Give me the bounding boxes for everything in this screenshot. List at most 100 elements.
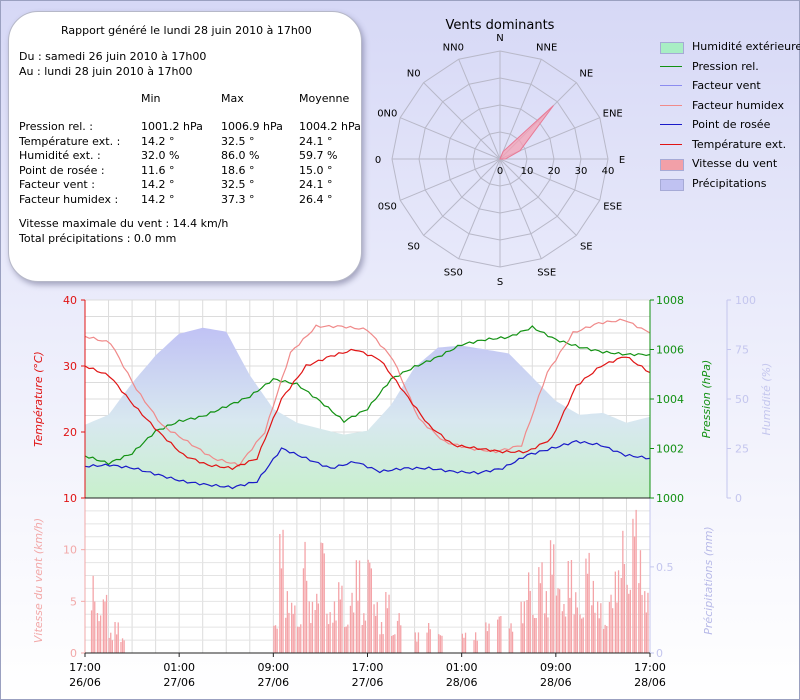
wind-rose-chart: Vents dominants N NNE NE ENE E ESE SE SSE S SS0 S0… — [375, 18, 625, 288]
humidity-axis-title: Humidité (%) — [760, 363, 773, 436]
radar-spoke — [499, 158, 600, 201]
report-cell-avg: 24.1 ° — [299, 134, 333, 148]
wind-bar — [314, 610, 316, 653]
x-tick-date: 28/06 — [634, 676, 666, 689]
x-tick-date: 28/06 — [446, 676, 478, 689]
wind-bar — [541, 562, 543, 653]
wind-bar — [606, 626, 608, 653]
legend-swatch — [660, 143, 682, 145]
wind-tick-label: 10 — [63, 544, 77, 557]
legend-item: Facteur vent — [660, 79, 800, 93]
legend-label: Vitesse du vent — [692, 157, 778, 170]
series-line — [84, 318, 651, 467]
wind-bar — [641, 594, 643, 653]
precip-tick-label: 0 — [656, 647, 663, 660]
x-tick-time: 17:00 — [634, 661, 666, 674]
wind-bar — [569, 597, 571, 653]
humidity-tick-label: 0 — [735, 492, 742, 505]
report-cell-label: Facteur vent : — [19, 178, 95, 191]
report-cell-min: 14.2 ° — [141, 178, 175, 191]
direction-label: E — [619, 155, 625, 166]
wind-bar — [564, 616, 567, 653]
wind-bar — [520, 601, 522, 653]
temp-tick-label: 20 — [63, 426, 77, 439]
wind-bar — [310, 623, 312, 653]
wind-bar — [547, 617, 549, 653]
radar-spoke — [423, 158, 501, 236]
wind-bar — [528, 572, 530, 653]
report-cell-avg: 26.4 ° — [299, 192, 333, 206]
wind-bar — [338, 582, 340, 653]
wind-bar — [335, 620, 337, 653]
legend-swatch — [660, 65, 682, 67]
wind-bar — [576, 607, 578, 653]
wind-bar — [280, 568, 283, 653]
wind-bar — [510, 623, 512, 653]
wind-bar — [497, 619, 499, 653]
legend-label: Facteur vent — [692, 79, 761, 92]
wind-bar — [329, 612, 331, 653]
weather-time-chart: 1020304010001002100410061008025507510005… — [32, 294, 773, 689]
report-cell-max: 32.5 ° — [221, 178, 255, 191]
wind-bar — [570, 560, 573, 653]
wind-bar — [622, 530, 624, 653]
direction-label: NNE — [536, 42, 557, 53]
report-cell-label: Pression rel. : — [19, 120, 94, 133]
wind-bar — [108, 637, 110, 653]
max-wind-text: Vitesse maximale du vent : 14.4 km/h — [19, 217, 229, 230]
wind-bar — [121, 638, 124, 653]
wind-bar — [626, 584, 628, 653]
report-from: Du : samedi 26 juin 2010 à 17h00 — [19, 50, 207, 63]
legend-item: Vitesse du vent — [660, 157, 800, 171]
legend-label: Facteur humidex — [692, 98, 784, 112]
wind-bar — [475, 632, 477, 653]
report-cell-max: 32.5 ° — [221, 134, 255, 148]
wind-bar — [629, 589, 631, 653]
radar-spoke — [400, 117, 501, 160]
wind-bar — [332, 622, 334, 653]
temp-tick-label: 40 — [63, 294, 77, 307]
wind-bar — [551, 574, 553, 653]
wind-bar — [428, 623, 430, 653]
report-cell-max: 86.0 % — [221, 149, 260, 162]
wind-bar — [617, 570, 620, 653]
legend-item: Humidité extérieure — [660, 40, 800, 54]
legend-item: Température ext. — [660, 138, 800, 152]
wind-bar — [532, 614, 534, 653]
wind-bar — [647, 592, 649, 653]
wind-bar — [511, 631, 514, 653]
direction-label: SS0 — [444, 268, 463, 279]
wind-bar — [369, 562, 371, 653]
wind-bar — [545, 591, 547, 653]
humidity-tick-label: 25 — [735, 443, 749, 456]
wind-bar — [398, 613, 400, 653]
wind-bar — [327, 624, 330, 653]
radial-tick-label: 40 — [602, 166, 615, 177]
wind-bar — [522, 623, 524, 653]
radar-spoke — [458, 158, 501, 259]
direction-label: 0 — [375, 155, 381, 166]
wind-tick-label: 5 — [70, 595, 77, 608]
wind-bar — [376, 602, 378, 653]
wind-bar — [386, 608, 389, 653]
direction-label: SSE — [537, 268, 556, 279]
legend-item: Point de rosée — [660, 118, 800, 132]
wind-bar — [559, 589, 561, 653]
wind-bar — [98, 621, 100, 653]
wind-bar — [385, 592, 387, 653]
wind-bar — [279, 534, 281, 653]
col-max-header: Max — [221, 92, 244, 105]
wind-bar — [526, 600, 528, 653]
wind-rose-title: Vents dominants — [446, 18, 555, 33]
report-cell-avg: 15.0 ° — [299, 163, 333, 177]
wind-bar — [326, 613, 328, 653]
wind-bar — [364, 620, 367, 653]
pressure-tick-label: 1006 — [656, 344, 684, 357]
wind-bar — [391, 636, 393, 653]
wind-bar — [523, 601, 525, 653]
wind-bar — [116, 634, 118, 653]
wind-bar — [363, 613, 365, 653]
wind-bar — [394, 634, 396, 653]
wind-bar — [355, 560, 357, 653]
wind-bar — [417, 632, 420, 653]
